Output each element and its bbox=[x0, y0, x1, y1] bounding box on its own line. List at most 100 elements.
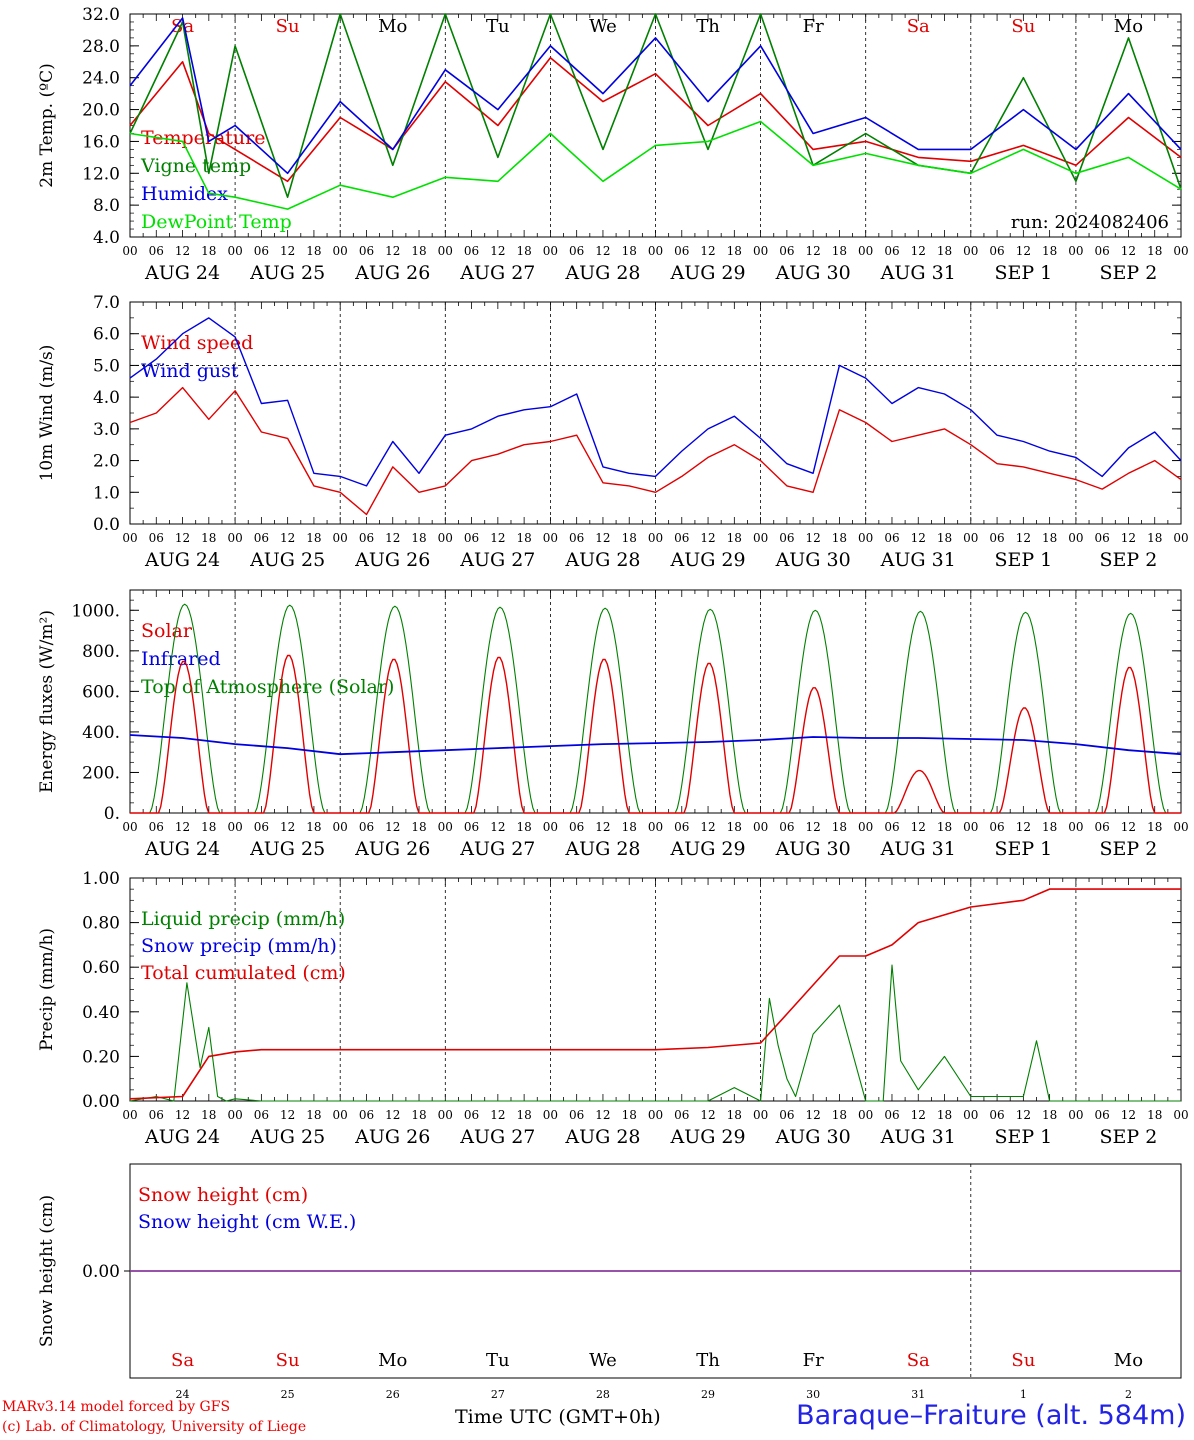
y-tick-label: 0.40 bbox=[82, 1003, 120, 1023]
date-label: AUG 29 bbox=[669, 262, 745, 284]
date-label: AUG 26 bbox=[354, 262, 430, 284]
date-label: AUG 27 bbox=[459, 838, 535, 860]
hour-tick-label: 18 bbox=[1042, 1108, 1057, 1122]
hour-tick-label: 06 bbox=[149, 531, 164, 545]
hour-tick-label: 06 bbox=[779, 531, 794, 545]
hour-tick-label: 00 bbox=[648, 1108, 663, 1122]
hour-tick-label: 18 bbox=[832, 820, 847, 834]
hour-tick-label: 18 bbox=[727, 820, 742, 834]
hour-tick-label: 00 bbox=[858, 531, 873, 545]
hour-tick-label: 06 bbox=[569, 531, 584, 545]
weekday-label: Sa bbox=[171, 1350, 194, 1371]
hour-tick-label: 06 bbox=[359, 820, 374, 834]
y-tick-label: 2.0 bbox=[93, 452, 120, 472]
series-line bbox=[129, 17, 1182, 175]
hour-tick-label: 00 bbox=[858, 1108, 873, 1122]
day-number-label: 30 bbox=[806, 1388, 820, 1401]
y-tick-label: 0.00 bbox=[82, 1092, 120, 1112]
hour-tick-label: 18 bbox=[832, 1108, 847, 1122]
weekday-label: Mo bbox=[378, 16, 407, 37]
series-line bbox=[129, 888, 1181, 1100]
date-label: SEP 2 bbox=[1100, 1126, 1158, 1148]
y-tick-label: 4.0 bbox=[93, 388, 120, 408]
date-label: AUG 24 bbox=[144, 1126, 220, 1148]
hour-tick-label: 18 bbox=[201, 820, 216, 834]
hour-tick-label: 06 bbox=[1095, 244, 1110, 258]
hour-tick-label: 18 bbox=[516, 820, 531, 834]
legend-entry: Total cumulated (cm) bbox=[141, 962, 346, 984]
y-axis-label: Snow height (cm) bbox=[37, 1195, 57, 1347]
hour-tick-label: 12 bbox=[700, 1108, 715, 1122]
hour-tick-label: 12 bbox=[595, 1108, 610, 1122]
y-tick-label: 28.0 bbox=[82, 37, 120, 57]
hour-tick-label: 06 bbox=[149, 820, 164, 834]
hour-tick-label: 18 bbox=[727, 1108, 742, 1122]
legend-entry: Wind speed bbox=[141, 332, 253, 354]
hour-tick-label: 18 bbox=[516, 531, 531, 545]
hour-tick-label: 06 bbox=[569, 244, 584, 258]
hour-tick-label: 00 bbox=[963, 820, 978, 834]
hour-tick-label: 18 bbox=[411, 820, 426, 834]
y-tick-label: 600. bbox=[82, 682, 120, 702]
plot-frame bbox=[129, 13, 1182, 238]
hour-tick-label: 06 bbox=[989, 820, 1004, 834]
hour-tick-label: 12 bbox=[280, 244, 295, 258]
date-label: AUG 31 bbox=[880, 549, 956, 571]
date-label: AUG 28 bbox=[564, 549, 640, 571]
y-tick-label: 6.0 bbox=[93, 325, 120, 345]
hour-tick-label: 06 bbox=[254, 244, 269, 258]
weekday-label: Th bbox=[696, 1350, 720, 1371]
hour-tick-label: 00 bbox=[122, 1108, 137, 1122]
hour-tick-label: 18 bbox=[622, 820, 637, 834]
hour-tick-label: 12 bbox=[490, 531, 505, 545]
date-label: AUG 24 bbox=[144, 838, 220, 860]
date-label: AUG 26 bbox=[354, 838, 430, 860]
legend-entry: Liquid precip (mm/h) bbox=[141, 908, 345, 930]
date-label: SEP 1 bbox=[994, 262, 1052, 284]
hour-tick-label: 00 bbox=[1068, 531, 1083, 545]
hour-tick-label: 00 bbox=[122, 820, 137, 834]
hour-tick-label: 18 bbox=[937, 531, 952, 545]
hour-tick-label: 18 bbox=[1147, 820, 1162, 834]
hour-tick-label: 12 bbox=[385, 820, 400, 834]
hour-tick-label: 00 bbox=[648, 244, 663, 258]
date-label: AUG 24 bbox=[144, 262, 220, 284]
date-label: AUG 30 bbox=[775, 262, 851, 284]
hour-tick-label: 18 bbox=[411, 244, 426, 258]
y-tick-label: 32.0 bbox=[82, 5, 120, 25]
weekday-label: We bbox=[589, 1350, 617, 1371]
hour-tick-label: 12 bbox=[911, 244, 926, 258]
legend-entry: Snow height (cm) bbox=[138, 1184, 308, 1206]
hour-tick-label: 00 bbox=[648, 820, 663, 834]
time-axis-label: Time UTC (GMT+0h) bbox=[455, 1406, 661, 1428]
hour-tick-label: 18 bbox=[1042, 244, 1057, 258]
hour-tick-label: 00 bbox=[1068, 1108, 1083, 1122]
hour-tick-label: 12 bbox=[595, 531, 610, 545]
hour-tick-label: 00 bbox=[1173, 820, 1188, 834]
credit-model: MARv3.14 model forced by GFS bbox=[2, 1399, 231, 1415]
hour-tick-label: 06 bbox=[674, 531, 689, 545]
hour-tick-label: 12 bbox=[911, 820, 926, 834]
hour-tick-label: 12 bbox=[1016, 1108, 1031, 1122]
hour-tick-label: 18 bbox=[306, 531, 321, 545]
hour-tick-label: 12 bbox=[806, 244, 821, 258]
legend-entry: Solar bbox=[141, 620, 193, 642]
y-tick-label: 1.00 bbox=[82, 869, 120, 889]
series-line bbox=[129, 317, 1182, 487]
run-label: run: 2024082406 bbox=[1011, 212, 1169, 233]
hour-tick-label: 00 bbox=[543, 1108, 558, 1122]
hour-tick-label: 06 bbox=[1095, 1108, 1110, 1122]
day-number-label: 27 bbox=[491, 1388, 505, 1401]
station-title: Baraque–Fraiture (alt. 584m) bbox=[796, 1400, 1186, 1431]
weekday-label: Su bbox=[276, 1350, 300, 1371]
hour-tick-label: 12 bbox=[1121, 531, 1136, 545]
day-number-label: 31 bbox=[911, 1388, 925, 1401]
day-number-label: 1 bbox=[1020, 1388, 1027, 1401]
weekday-label: Mo bbox=[1114, 1350, 1143, 1371]
hour-tick-label: 18 bbox=[937, 1108, 952, 1122]
hour-tick-label: 12 bbox=[1121, 820, 1136, 834]
hour-tick-label: 12 bbox=[280, 1108, 295, 1122]
weekday-label: Tu bbox=[486, 16, 510, 37]
hour-tick-label: 06 bbox=[674, 820, 689, 834]
y-tick-label: 0. bbox=[104, 804, 120, 824]
